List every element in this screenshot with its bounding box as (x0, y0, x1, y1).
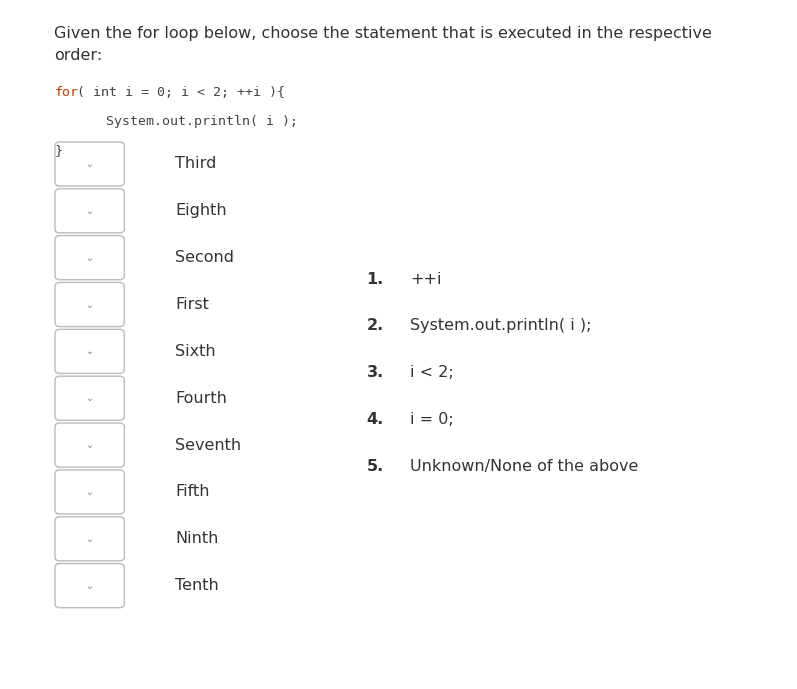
Text: System.out.println( i );: System.out.println( i ); (410, 318, 592, 333)
FancyBboxPatch shape (55, 470, 124, 514)
Text: ⌄: ⌄ (85, 206, 94, 216)
Text: 2.: 2. (367, 318, 384, 333)
Text: 4.: 4. (367, 412, 384, 427)
Text: 3.: 3. (367, 365, 384, 380)
FancyBboxPatch shape (55, 282, 124, 327)
Text: Second: Second (175, 250, 234, 265)
Text: Eighth: Eighth (175, 203, 227, 218)
Text: 1.: 1. (367, 271, 384, 287)
Text: ⌄: ⌄ (85, 159, 94, 169)
Text: ( int i = 0; i < 2; ++i ){: ( int i = 0; i < 2; ++i ){ (77, 86, 285, 99)
Text: Unknown/None of the above: Unknown/None of the above (410, 459, 639, 474)
Text: i = 0;: i = 0; (410, 412, 454, 427)
Text: ⌄: ⌄ (85, 347, 94, 356)
FancyBboxPatch shape (55, 423, 124, 467)
Text: i < 2;: i < 2; (410, 365, 454, 380)
Text: ⌄: ⌄ (85, 300, 94, 309)
Text: for: for (54, 86, 78, 99)
FancyBboxPatch shape (55, 517, 124, 561)
FancyBboxPatch shape (55, 564, 124, 608)
Text: ⌄: ⌄ (85, 487, 94, 497)
FancyBboxPatch shape (55, 236, 124, 280)
Text: Tenth: Tenth (175, 578, 219, 593)
FancyBboxPatch shape (55, 189, 124, 233)
Text: ⌄: ⌄ (85, 440, 94, 450)
Text: Fifth: Fifth (175, 484, 210, 500)
Text: Ninth: Ninth (175, 531, 218, 546)
FancyBboxPatch shape (55, 329, 124, 373)
Text: Seventh: Seventh (175, 438, 241, 453)
Text: Given the for loop below, choose the statement that is executed in the respectiv: Given the for loop below, choose the sta… (54, 26, 712, 63)
Text: Third: Third (175, 156, 217, 172)
Text: }: } (54, 144, 62, 157)
Text: Fourth: Fourth (175, 391, 227, 406)
Text: ++i: ++i (410, 271, 442, 287)
Text: Sixth: Sixth (175, 344, 216, 359)
Text: ⌄: ⌄ (85, 253, 94, 263)
Text: First: First (175, 297, 210, 312)
Text: ⌄: ⌄ (85, 393, 94, 403)
FancyBboxPatch shape (55, 376, 124, 420)
FancyBboxPatch shape (55, 142, 124, 186)
Text: ⌄: ⌄ (85, 581, 94, 590)
Text: ⌄: ⌄ (85, 534, 94, 544)
Text: 5.: 5. (367, 459, 384, 474)
Text: System.out.println( i );: System.out.println( i ); (74, 115, 298, 128)
